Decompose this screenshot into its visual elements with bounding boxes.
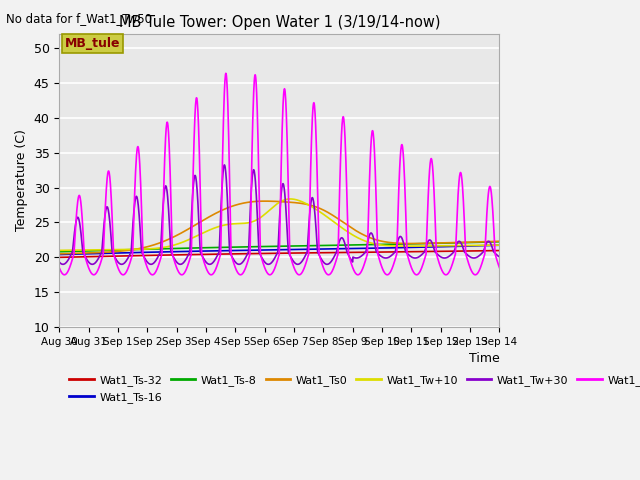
Wat1_Ts-32 [259, 251, 267, 256]
Line: Wat1_Ts0: Wat1_Ts0 [60, 201, 499, 254]
Wat1_Tw+10 [242, 220, 250, 226]
Wat1_Tw+30 [56, 259, 63, 265]
Wat1_Ts-8 [495, 239, 503, 245]
Wat1_Ts-32 [252, 251, 259, 256]
Wat1_Tw+30 [243, 253, 250, 259]
Wat1_Ts-16 [242, 247, 250, 253]
Line: Wat1_Tw+10: Wat1_Tw+10 [60, 199, 499, 251]
Wat1_Ts-8 [259, 244, 267, 250]
Wat1_Tw+10 [306, 203, 314, 209]
Legend: Wat1_Ts-32, Wat1_Ts-16, Wat1_Ts-8, Wat1_Ts0, Wat1_Tw+10, Wat1_Tw+30, Wat1_Tw100: Wat1_Ts-32, Wat1_Ts-16, Wat1_Ts-8, Wat1_… [65, 371, 640, 407]
X-axis label: Time: Time [468, 352, 499, 365]
Wat1_Tw100 [222, 71, 230, 76]
Wat1_Tw+30 [108, 237, 115, 243]
Wat1_Ts0 [56, 251, 63, 257]
Wat1_Ts-8 [242, 244, 250, 250]
Wat1_Ts-16 [56, 252, 63, 257]
Line: Wat1_Tw100: Wat1_Tw100 [60, 73, 499, 275]
Wat1_Ts-8 [56, 249, 63, 254]
Wat1_Tw100 [243, 263, 250, 269]
Wat1_Ts0 [108, 249, 115, 255]
Wat1_Ts0 [242, 200, 250, 205]
Wat1_Ts0 [261, 198, 269, 204]
Wat1_Ts-32 [306, 250, 314, 256]
Wat1_Tw100 [56, 265, 63, 271]
Wat1_Tw+10 [287, 196, 294, 202]
Wat1_Tw+30 [260, 257, 268, 263]
Wat1_Ts-8 [108, 247, 115, 253]
Wat1_Tw100 [260, 261, 268, 267]
Wat1_Ts0 [495, 239, 503, 244]
Wat1_Tw100 [495, 265, 503, 271]
Wat1_Ts0 [252, 199, 259, 204]
Line: Wat1_Ts-32: Wat1_Ts-32 [60, 251, 499, 257]
Wat1_Tw+30 [495, 254, 503, 260]
Wat1_Ts-16 [306, 246, 314, 252]
Wat1_Tw+10 [252, 218, 259, 224]
Wat1_Ts-32 [108, 253, 115, 259]
Wat1_Tw+30 [264, 262, 272, 267]
Wat1_Tw+30 [220, 162, 228, 168]
Text: No data for f_Wat1_Tw50: No data for f_Wat1_Tw50 [6, 12, 152, 25]
Wat1_Tw+30 [90, 261, 97, 267]
Wat1_Ts-32 [90, 254, 97, 260]
Wat1_Ts-8 [306, 243, 314, 249]
Wat1_Ts-8 [252, 244, 259, 250]
Wat1_Ts-16 [259, 247, 267, 253]
Wat1_Tw100 [266, 272, 274, 277]
Wat1_Tw+10 [495, 242, 503, 248]
Wat1_Ts0 [90, 250, 97, 256]
Wat1_Tw100 [90, 272, 97, 277]
Line: Wat1_Tw+30: Wat1_Tw+30 [60, 165, 499, 264]
Y-axis label: Temperature (C): Temperature (C) [15, 130, 28, 231]
Wat1_Tw100 [252, 72, 259, 78]
Wat1_Tw100 [108, 196, 115, 202]
Line: Wat1_Ts-8: Wat1_Ts-8 [60, 242, 499, 252]
Wat1_Ts-16 [108, 250, 115, 256]
Wat1_Ts-16 [252, 247, 259, 253]
Wat1_Ts-16 [90, 251, 97, 256]
Wat1_Ts-32 [56, 254, 63, 260]
Wat1_Tw+10 [56, 248, 63, 253]
Title: MB Tule Tower: Open Water 1 (3/19/14-now): MB Tule Tower: Open Water 1 (3/19/14-now… [118, 15, 440, 30]
Wat1_Ts0 [306, 202, 314, 208]
Text: MB_tule: MB_tule [65, 37, 120, 50]
Wat1_Tw+30 [252, 179, 259, 185]
Wat1_Tw+10 [108, 247, 115, 252]
Wat1_Tw+30 [307, 204, 314, 210]
Wat1_Ts-32 [495, 248, 503, 253]
Wat1_Tw+10 [90, 247, 97, 253]
Wat1_Ts-8 [90, 248, 97, 253]
Line: Wat1_Ts-16: Wat1_Ts-16 [60, 245, 499, 254]
Wat1_Ts-16 [495, 242, 503, 248]
Wat1_Tw100 [307, 178, 314, 183]
Wat1_Ts0 [259, 198, 267, 204]
Wat1_Tw+10 [259, 213, 267, 218]
Wat1_Ts-32 [242, 251, 250, 257]
